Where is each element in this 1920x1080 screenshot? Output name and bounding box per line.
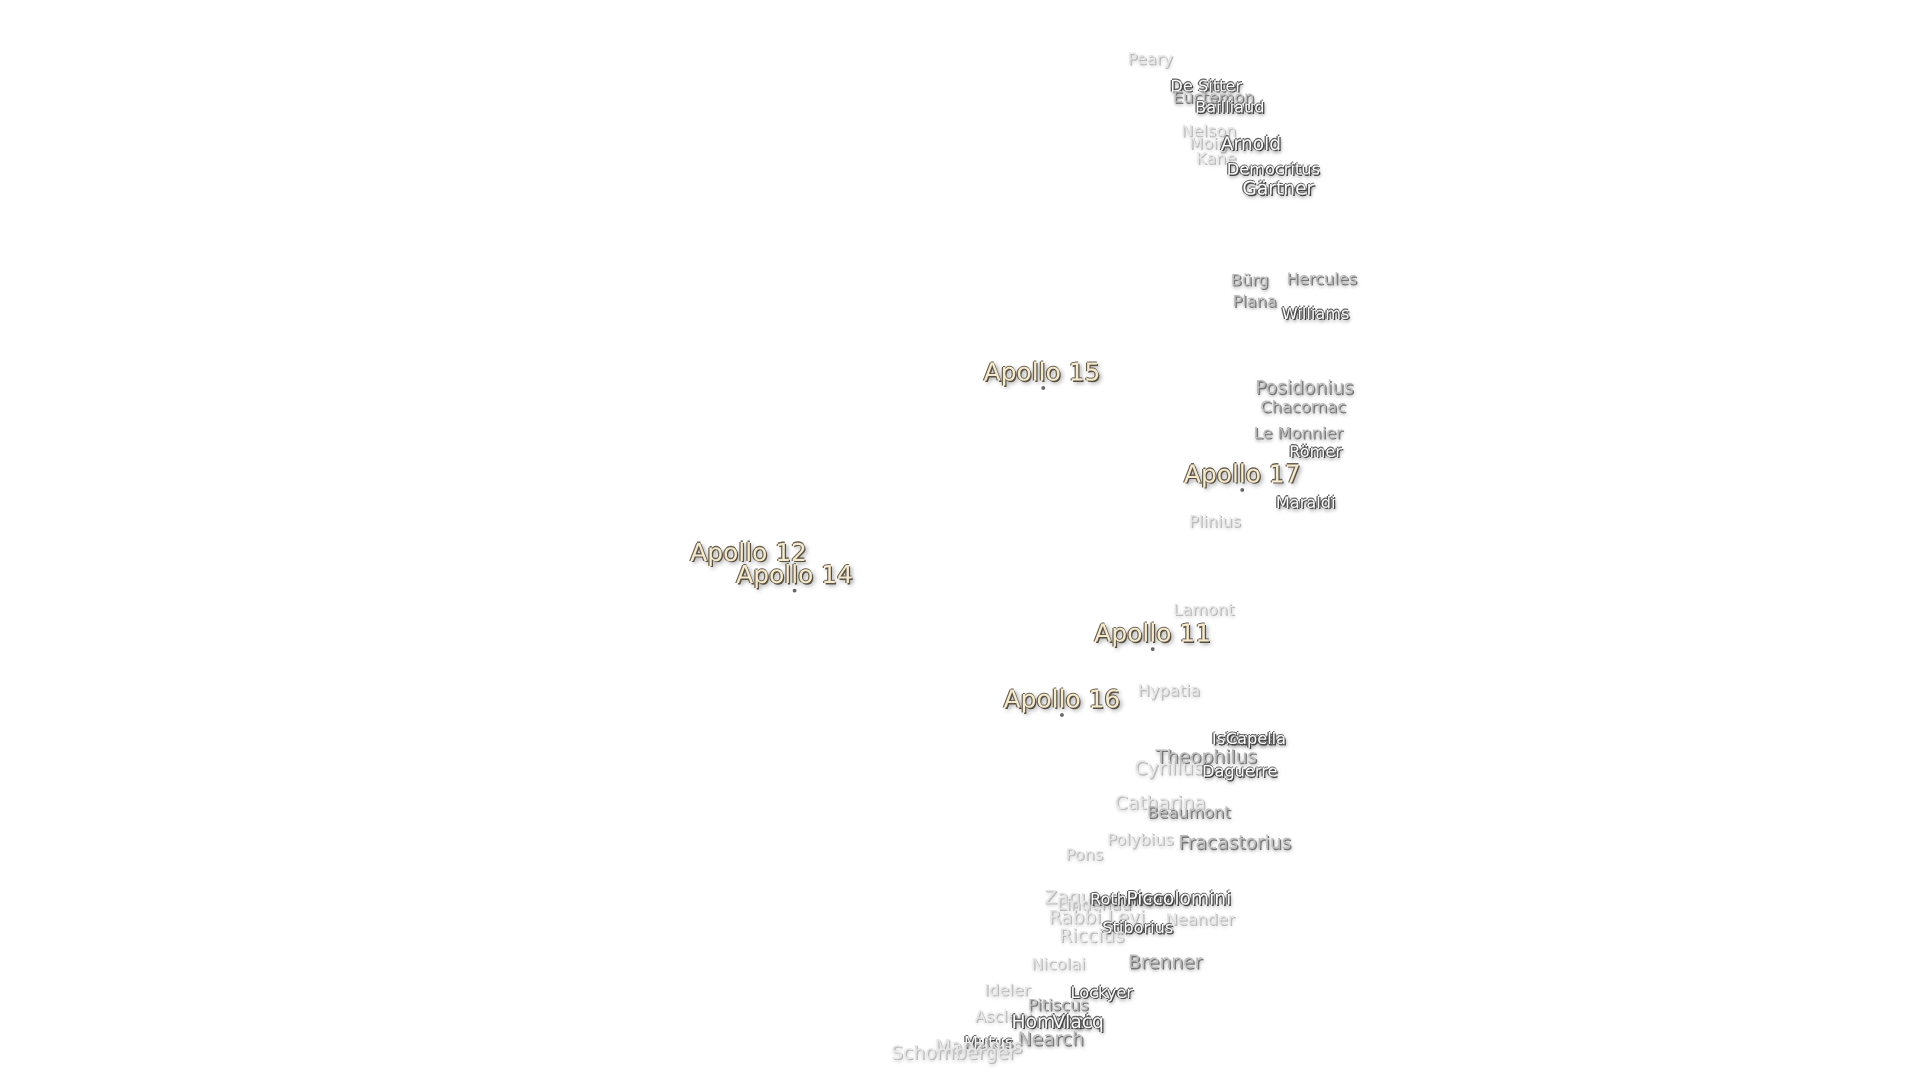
crater-label: Chacornac	[1260, 398, 1347, 418]
landing-site-label: Apollo 14	[736, 559, 853, 590]
crater-label: Rothmann	[1090, 890, 1174, 910]
crater-label: Plana	[1232, 292, 1277, 312]
crater-label: Williams	[1281, 305, 1350, 324]
crater-label: Theophilus	[1155, 745, 1258, 768]
crater-label: Arnold	[1220, 132, 1282, 155]
crater-label: Maraldi	[1275, 494, 1336, 513]
crater-label: Euctemon	[1172, 88, 1255, 108]
crater-label: Zagut	[1044, 885, 1100, 909]
landing-site-label: Apollo 16	[1003, 683, 1121, 714]
crater-label: Römer	[1289, 443, 1342, 462]
crater-label: Kane	[1195, 149, 1237, 169]
crater-label: Plinius	[1188, 512, 1241, 532]
landing-site-label: Apollo 17	[1183, 458, 1301, 489]
crater-label: Le Monnier	[1253, 424, 1343, 444]
crater-label: Lindenau	[1057, 895, 1132, 915]
landing-site-label: Apollo 15	[983, 356, 1101, 387]
crater-label: Mutus	[963, 1033, 1014, 1053]
crater-label: Asclepi	[974, 1007, 1033, 1027]
crater-label: Peary	[1127, 50, 1173, 70]
crater-label: Nicolai	[1031, 955, 1086, 975]
crater-label: Daguerre	[1202, 762, 1278, 782]
landing-site-label: Apollo 12	[690, 537, 807, 568]
crater-label: Riccius	[1059, 924, 1125, 947]
crater-label: Ideler	[984, 981, 1031, 1001]
crater-label: Hercules	[1286, 270, 1358, 290]
crater-label: Hypatia	[1137, 682, 1201, 701]
crater-label: Pitiscus	[1027, 996, 1089, 1016]
crater-label: Bürg	[1230, 271, 1269, 291]
crater-label: Piccolomini	[1126, 887, 1232, 910]
crater-label: Brenner	[1128, 950, 1203, 974]
crater-label: Catharina	[1114, 791, 1206, 814]
crater-label: Isidorus	[1211, 730, 1276, 750]
crater-label: Cyrillus	[1134, 756, 1204, 780]
crater-label: Pons	[1065, 846, 1104, 865]
landing-site-marker	[1041, 386, 1046, 390]
landing-site-marker	[792, 588, 797, 593]
crater-label: Schomberger	[891, 1041, 1017, 1064]
crater-label: Lamont	[1173, 601, 1235, 620]
landing-site-marker	[1240, 488, 1245, 492]
crater-label: Bailliaud	[1195, 98, 1265, 118]
landing-site-label: Apollo 11	[1094, 618, 1212, 648]
crater-label: Neander	[1165, 910, 1235, 930]
landing-site-marker	[1150, 647, 1155, 651]
crater-label: Stiborius	[1102, 919, 1174, 939]
crater-label: Rabbi Levi	[1048, 905, 1146, 929]
crater-label: Nearch	[1017, 1027, 1084, 1051]
crater-label: Fracastorius	[1178, 831, 1292, 854]
crater-label: Nelson	[1181, 122, 1237, 142]
crater-label: Lockyer	[1070, 984, 1133, 1003]
crater-label: Moigno	[1189, 134, 1248, 154]
crater-label: Democritus	[1226, 161, 1320, 180]
crater-label: De Sitter	[1170, 77, 1242, 97]
crater-label: Posidonius	[1255, 376, 1354, 399]
crater-label: Vlacq	[1052, 1010, 1104, 1033]
crater-label: Hommel	[1011, 1010, 1090, 1033]
crater-label: Beaumont	[1147, 803, 1231, 823]
crater-label: Manzinus	[934, 1035, 1023, 1058]
landing-site-marker	[1060, 713, 1064, 717]
crater-label: Gärtner	[1242, 177, 1315, 200]
crater-label: Capella	[1225, 730, 1287, 750]
crater-label: Polybius	[1107, 831, 1174, 850]
